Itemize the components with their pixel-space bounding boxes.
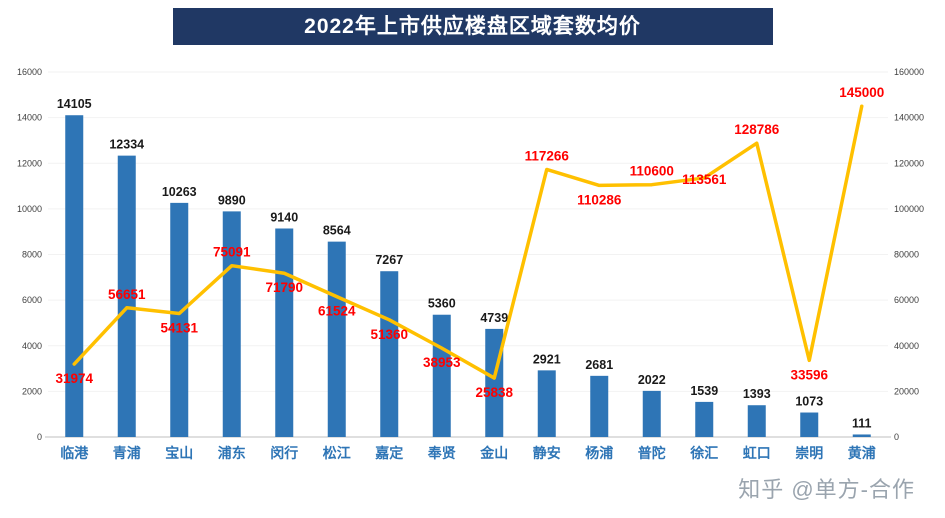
bar-value-label: 2022 [638, 373, 666, 387]
y-axis-right-tick-label: 40000 [894, 341, 919, 351]
y-axis-right-tick-label: 120000 [894, 158, 924, 168]
watermark: 知乎 @单方-合作 [738, 477, 915, 502]
bar-value-label: 4739 [480, 311, 508, 325]
bar-value-label: 1539 [690, 384, 718, 398]
price-value-label: 117266 [525, 148, 570, 163]
bar-value-label: 111 [852, 416, 872, 430]
y-axis-right-tick-label: 0 [894, 432, 899, 442]
bar [747, 405, 766, 437]
bar [537, 370, 556, 437]
x-axis-label: 徐汇 [689, 445, 718, 461]
bar [852, 434, 871, 437]
x-axis-label: 普陀 [638, 445, 666, 461]
price-value-label: 25838 [475, 385, 513, 400]
bar [275, 228, 294, 437]
y-axis-left-tick-label: 6000 [22, 295, 42, 305]
bar-value-label: 5360 [428, 297, 456, 311]
bar [170, 202, 189, 437]
price-value-label: 113561 [682, 172, 727, 187]
x-axis-label: 金山 [479, 445, 508, 461]
bar [642, 390, 661, 437]
bar-value-label: 1393 [743, 387, 771, 401]
bar [590, 375, 609, 437]
price-value-label: 38953 [423, 355, 461, 370]
x-axis-label: 浦东 [218, 445, 246, 461]
bar-value-label: 2681 [585, 358, 613, 372]
price-value-label: 33596 [790, 367, 828, 382]
x-axis-label: 杨浦 [585, 445, 613, 461]
x-axis-label: 虹口 [743, 445, 771, 461]
x-axis-label: 黄浦 [848, 445, 876, 461]
bar-value-label: 1073 [795, 395, 823, 409]
price-value-label: 54131 [160, 321, 198, 336]
bar [327, 241, 346, 437]
price-line [72, 104, 864, 380]
bar-value-label: 14105 [57, 97, 92, 111]
bar-value-label: 10263 [162, 185, 197, 199]
bar-value-label: 2921 [533, 352, 561, 366]
y-axis-left-tick-label: 12000 [17, 158, 42, 168]
x-axis-label: 崇明 [795, 445, 823, 461]
bar [800, 412, 819, 437]
price-value-label: 51360 [370, 327, 408, 342]
y-axis-right-tick-label: 140000 [894, 113, 924, 123]
y-axis-left-tick-label: 16000 [17, 67, 42, 77]
x-axis-label: 静安 [533, 445, 561, 461]
y-axis-left-tick-label: 4000 [22, 341, 42, 351]
price-value-label: 110600 [630, 164, 674, 179]
x-axis-label: 嘉定 [374, 445, 403, 461]
y-axis-right-tick-label: 160000 [894, 67, 924, 77]
price-value-label: 56651 [108, 287, 146, 302]
price-value-label: 145000 [839, 85, 884, 100]
bar-value-label: 7267 [375, 253, 403, 267]
bar [432, 314, 451, 437]
price-value-label: 71790 [265, 280, 303, 295]
x-axis-label: 青浦 [113, 445, 141, 461]
y-axis-left-tick-label: 0 [37, 432, 42, 442]
y-axis-left-tick-label: 14000 [17, 113, 42, 123]
bar [117, 155, 136, 438]
y-axis-left-tick-label: 8000 [22, 250, 42, 260]
y-axis-right-tick-label: 80000 [894, 250, 919, 260]
x-axis-label: 宝山 [165, 445, 193, 461]
price-value-label: 75091 [213, 245, 251, 260]
chart-title: 2022年上市供应楼盘区域套数均价 [172, 8, 773, 45]
bar [695, 401, 714, 437]
price-value-label: 128786 [734, 122, 780, 137]
y-axis-right-tick-label: 20000 [894, 386, 919, 396]
price-value-label: 110286 [577, 192, 622, 207]
y-axis-left-tick-label: 2000 [22, 386, 42, 396]
y-axis-right-tick-label: 60000 [894, 295, 919, 305]
bar [485, 328, 504, 437]
x-axis-label: 奉贤 [428, 445, 456, 461]
bar-value-label: 8564 [323, 224, 351, 238]
x-axis-label: 临港 [60, 445, 89, 461]
x-axis-label: 松江 [323, 445, 351, 461]
bar [380, 271, 399, 437]
bar-value-label: 9140 [270, 210, 298, 224]
y-axis-right-tick-label: 100000 [894, 204, 924, 214]
bar [65, 115, 84, 438]
x-axis-label: 闵行 [270, 445, 298, 461]
y-axis-left-tick-label: 10000 [17, 204, 42, 214]
bar-value-label: 9890 [218, 193, 246, 207]
price-value-label: 31974 [55, 371, 93, 386]
price-value-label: 61524 [318, 304, 356, 319]
bar-value-label: 12334 [109, 138, 144, 152]
